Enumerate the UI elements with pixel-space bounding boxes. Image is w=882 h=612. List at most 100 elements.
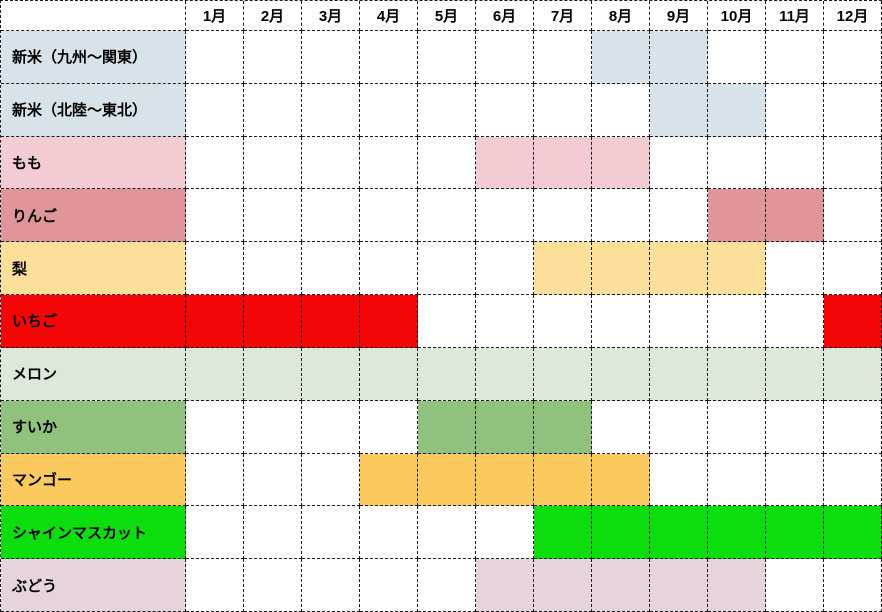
row-label: マンゴー <box>1 453 186 507</box>
month-cell-すいか-6 <box>476 400 534 454</box>
month-cell-もも-2 <box>244 136 302 190</box>
month-cell-梨-6 <box>476 242 534 296</box>
month-cell-ぶどう-9 <box>650 559 708 612</box>
month-cell-新米（九州〜関東）-7 <box>534 31 592 84</box>
month-cell-梨-10 <box>708 242 766 296</box>
month-cell-新米（北陸〜東北）-2 <box>244 83 302 137</box>
month-cell-ぶどう-6 <box>476 559 534 612</box>
month-cell-マンゴー-7 <box>534 453 592 507</box>
month-cell-新米（九州〜関東）-11 <box>766 31 824 84</box>
month-cell-マンゴー-3 <box>302 453 360 507</box>
month-cell-新米（北陸〜東北）-5 <box>418 83 476 137</box>
month-cell-シャインマスカット-5 <box>418 506 476 560</box>
month-cell-シャインマスカット-4 <box>360 506 418 560</box>
month-cell-新米（九州〜関東）-1 <box>186 31 244 84</box>
month-cell-いちご-1 <box>186 295 244 348</box>
month-cell-マンゴー-2 <box>244 453 302 507</box>
month-cell-もも-8 <box>592 136 650 190</box>
month-cell-メロン-9 <box>650 347 708 401</box>
month-header: 6月 <box>476 1 534 31</box>
month-cell-マンゴー-4 <box>360 453 418 507</box>
month-cell-いちご-8 <box>592 295 650 348</box>
month-cell-いちご-12 <box>824 295 882 348</box>
month-cell-すいか-9 <box>650 400 708 454</box>
month-cell-新米（北陸〜東北）-6 <box>476 83 534 137</box>
row-label: すいか <box>1 400 186 454</box>
corner-cell <box>1 1 186 31</box>
month-cell-りんご-8 <box>592 189 650 243</box>
month-cell-すいか-3 <box>302 400 360 454</box>
month-cell-新米（北陸〜東北）-9 <box>650 83 708 137</box>
month-cell-シャインマスカット-8 <box>592 506 650 560</box>
month-cell-マンゴー-11 <box>766 453 824 507</box>
row-label: 梨 <box>1 242 186 296</box>
month-header: 9月 <box>650 1 708 31</box>
month-cell-新米（北陸〜東北）-1 <box>186 83 244 137</box>
month-cell-シャインマスカット-2 <box>244 506 302 560</box>
month-cell-新米（九州〜関東）-6 <box>476 31 534 84</box>
month-cell-いちご-7 <box>534 295 592 348</box>
month-cell-梨-5 <box>418 242 476 296</box>
month-cell-もも-4 <box>360 136 418 190</box>
month-cell-すいか-8 <box>592 400 650 454</box>
month-cell-ぶどう-2 <box>244 559 302 612</box>
month-cell-すいか-11 <box>766 400 824 454</box>
month-cell-もも-11 <box>766 136 824 190</box>
row-label: ぶどう <box>1 559 186 612</box>
month-cell-メロン-7 <box>534 347 592 401</box>
month-cell-新米（北陸〜東北）-3 <box>302 83 360 137</box>
month-cell-いちご-4 <box>360 295 418 348</box>
month-cell-マンゴー-5 <box>418 453 476 507</box>
row-label: 新米（北陸〜東北） <box>1 83 186 137</box>
month-cell-シャインマスカット-9 <box>650 506 708 560</box>
month-cell-いちご-11 <box>766 295 824 348</box>
month-cell-すいか-4 <box>360 400 418 454</box>
month-cell-メロン-8 <box>592 347 650 401</box>
month-cell-シャインマスカット-11 <box>766 506 824 560</box>
month-cell-梨-4 <box>360 242 418 296</box>
month-cell-ぶどう-8 <box>592 559 650 612</box>
month-cell-ぶどう-3 <box>302 559 360 612</box>
month-cell-もも-12 <box>824 136 882 190</box>
month-cell-いちご-10 <box>708 295 766 348</box>
month-cell-ぶどう-1 <box>186 559 244 612</box>
row-label: メロン <box>1 347 186 401</box>
month-cell-メロン-5 <box>418 347 476 401</box>
month-cell-ぶどう-11 <box>766 559 824 612</box>
month-cell-新米（九州〜関東）-3 <box>302 31 360 84</box>
month-cell-シャインマスカット-1 <box>186 506 244 560</box>
month-cell-新米（九州〜関東）-5 <box>418 31 476 84</box>
month-cell-すいか-5 <box>418 400 476 454</box>
month-cell-ぶどう-10 <box>708 559 766 612</box>
month-cell-メロン-12 <box>824 347 882 401</box>
month-cell-もも-3 <box>302 136 360 190</box>
month-cell-新米（九州〜関東）-10 <box>708 31 766 84</box>
month-cell-梨-1 <box>186 242 244 296</box>
month-cell-もも-7 <box>534 136 592 190</box>
month-header: 7月 <box>534 1 592 31</box>
month-cell-新米（北陸〜東北）-8 <box>592 83 650 137</box>
month-header: 10月 <box>708 1 766 31</box>
month-cell-新米（九州〜関東）-12 <box>824 31 882 84</box>
month-cell-メロン-10 <box>708 347 766 401</box>
row-label: りんご <box>1 189 186 243</box>
month-cell-りんご-10 <box>708 189 766 243</box>
month-cell-いちご-3 <box>302 295 360 348</box>
month-cell-りんご-1 <box>186 189 244 243</box>
row-label: もも <box>1 136 186 190</box>
month-cell-新米（北陸〜東北）-7 <box>534 83 592 137</box>
month-cell-メロン-6 <box>476 347 534 401</box>
month-cell-メロン-1 <box>186 347 244 401</box>
month-cell-メロン-11 <box>766 347 824 401</box>
month-cell-すいか-7 <box>534 400 592 454</box>
month-cell-すいか-12 <box>824 400 882 454</box>
month-cell-もも-5 <box>418 136 476 190</box>
month-cell-ぶどう-12 <box>824 559 882 612</box>
month-cell-シャインマスカット-6 <box>476 506 534 560</box>
month-cell-いちご-5 <box>418 295 476 348</box>
month-cell-すいか-1 <box>186 400 244 454</box>
month-header: 5月 <box>418 1 476 31</box>
month-cell-シャインマスカット-7 <box>534 506 592 560</box>
row-label: いちご <box>1 295 186 348</box>
